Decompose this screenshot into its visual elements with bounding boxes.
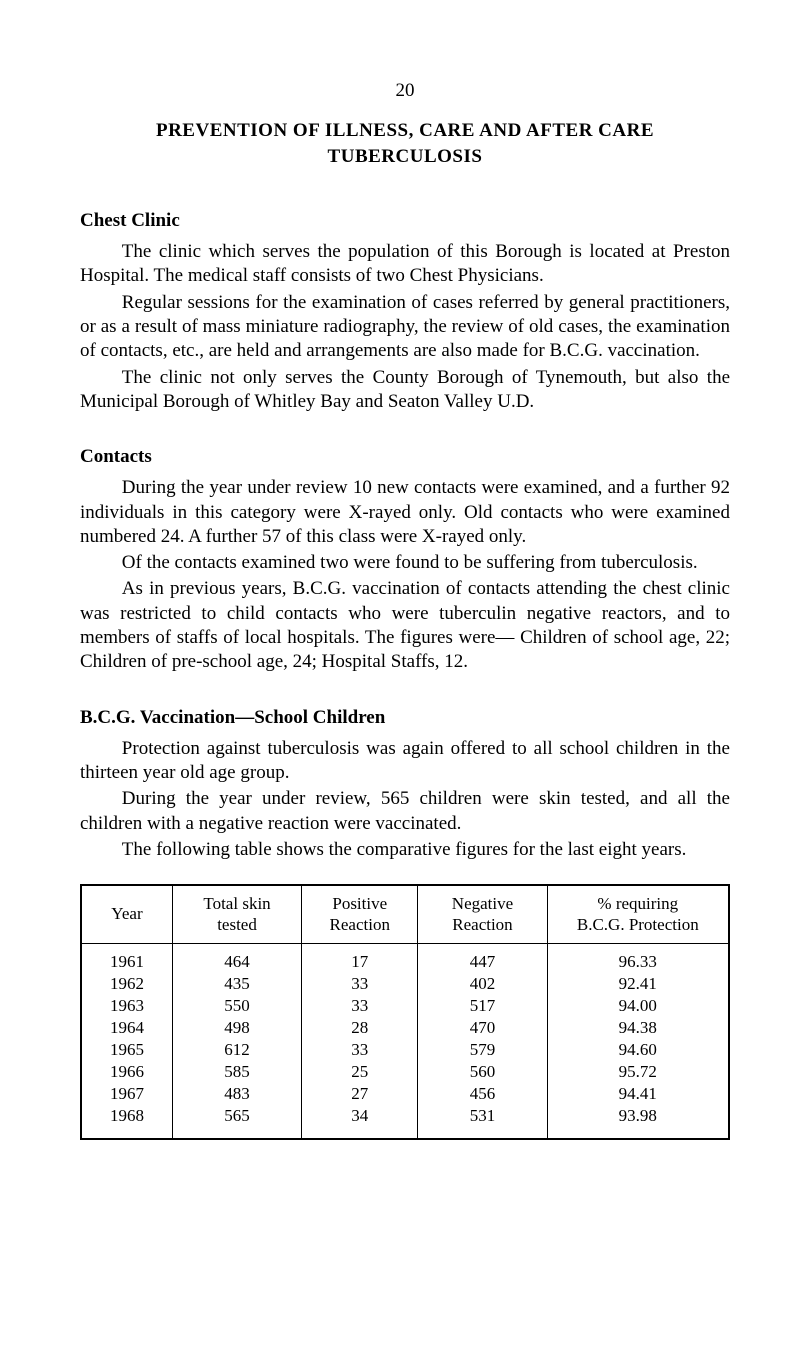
table-cell: 92.41	[547, 973, 728, 995]
section-heading-contacts: Contacts	[80, 446, 730, 468]
table-cell: 27	[302, 1083, 418, 1105]
table-row: 19685653453193.98	[82, 1105, 728, 1138]
table-cell: 565	[172, 1105, 301, 1138]
table-cell: 1964	[82, 1017, 172, 1039]
table-body: 19614641744796.3319624353340292.41196355…	[82, 944, 728, 1139]
page-number: 20	[80, 80, 730, 102]
table-row: 19644982847094.38	[82, 1017, 728, 1039]
paragraph: Regular sessions for the examination of …	[80, 291, 730, 364]
table-row: 19624353340292.41	[82, 973, 728, 995]
paragraph: The clinic not only serves the County Bo…	[80, 366, 730, 415]
table-cell: 1963	[82, 995, 172, 1017]
table-cell: 33	[302, 973, 418, 995]
table-cell: 447	[418, 944, 547, 974]
table-cell: 93.98	[547, 1105, 728, 1138]
paragraph: As in previous years, B.C.G. vaccination…	[80, 577, 730, 674]
table-cell: 402	[418, 973, 547, 995]
paragraph: Protection against tuberculosis was agai…	[80, 737, 730, 786]
table-cell: 579	[418, 1039, 547, 1061]
table-cell: 1961	[82, 944, 172, 974]
table-row: 19614641744796.33	[82, 944, 728, 974]
document-page: 20 PREVENTION OF ILLNESS, CARE AND AFTER…	[0, 0, 800, 1360]
table-cell: 435	[172, 973, 301, 995]
table-cell: 94.00	[547, 995, 728, 1017]
table-header-row: YearTotal skintestedPositiveReactionNega…	[82, 886, 728, 943]
table-row: 19656123357994.60	[82, 1039, 728, 1061]
table-header-cell: NegativeReaction	[418, 886, 547, 943]
subtitle: TUBERCULOSIS	[80, 146, 730, 168]
table-cell: 517	[418, 995, 547, 1017]
data-table-container: YearTotal skintestedPositiveReactionNega…	[80, 884, 730, 1140]
table-cell: 33	[302, 995, 418, 1017]
table-cell: 531	[418, 1105, 547, 1138]
section-heading-chest-clinic: Chest Clinic	[80, 210, 730, 232]
table-cell: 95.72	[547, 1061, 728, 1083]
table-cell: 498	[172, 1017, 301, 1039]
table-cell: 585	[172, 1061, 301, 1083]
table-cell: 17	[302, 944, 418, 974]
paragraph: The clinic which serves the population o…	[80, 240, 730, 289]
table-cell: 33	[302, 1039, 418, 1061]
table-cell: 94.41	[547, 1083, 728, 1105]
table-row: 19635503351794.00	[82, 995, 728, 1017]
table-cell: 456	[418, 1083, 547, 1105]
data-table: YearTotal skintestedPositiveReactionNega…	[82, 886, 728, 1138]
table-cell: 1966	[82, 1061, 172, 1083]
paragraph: During the year under review, 565 childr…	[80, 787, 730, 836]
table-cell: 34	[302, 1105, 418, 1138]
paragraph: Of the contacts examined two were found …	[80, 551, 730, 575]
table-cell: 1967	[82, 1083, 172, 1105]
table-cell: 560	[418, 1061, 547, 1083]
table-cell: 94.60	[547, 1039, 728, 1061]
table-header-cell: Total skintested	[172, 886, 301, 943]
table-cell: 470	[418, 1017, 547, 1039]
table-row: 19665852556095.72	[82, 1061, 728, 1083]
table-cell: 28	[302, 1017, 418, 1039]
table-cell: 1962	[82, 973, 172, 995]
table-header-cell: Year	[82, 886, 172, 943]
table-cell: 1968	[82, 1105, 172, 1138]
table-cell: 550	[172, 995, 301, 1017]
paragraph: The following table shows the comparativ…	[80, 838, 730, 862]
table-cell: 25	[302, 1061, 418, 1083]
paragraph: During the year under review 10 new cont…	[80, 476, 730, 549]
table-row: 19674832745694.41	[82, 1083, 728, 1105]
table-cell: 1965	[82, 1039, 172, 1061]
table-cell: 94.38	[547, 1017, 728, 1039]
table-cell: 612	[172, 1039, 301, 1061]
table-cell: 96.33	[547, 944, 728, 974]
table-header-cell: % requiringB.C.G. Protection	[547, 886, 728, 943]
table-cell: 483	[172, 1083, 301, 1105]
section-heading-bcg: B.C.G. Vaccination—School Children	[80, 707, 730, 729]
table-header-cell: PositiveReaction	[302, 886, 418, 943]
table-cell: 464	[172, 944, 301, 974]
main-title: PREVENTION OF ILLNESS, CARE AND AFTER CA…	[80, 120, 730, 142]
